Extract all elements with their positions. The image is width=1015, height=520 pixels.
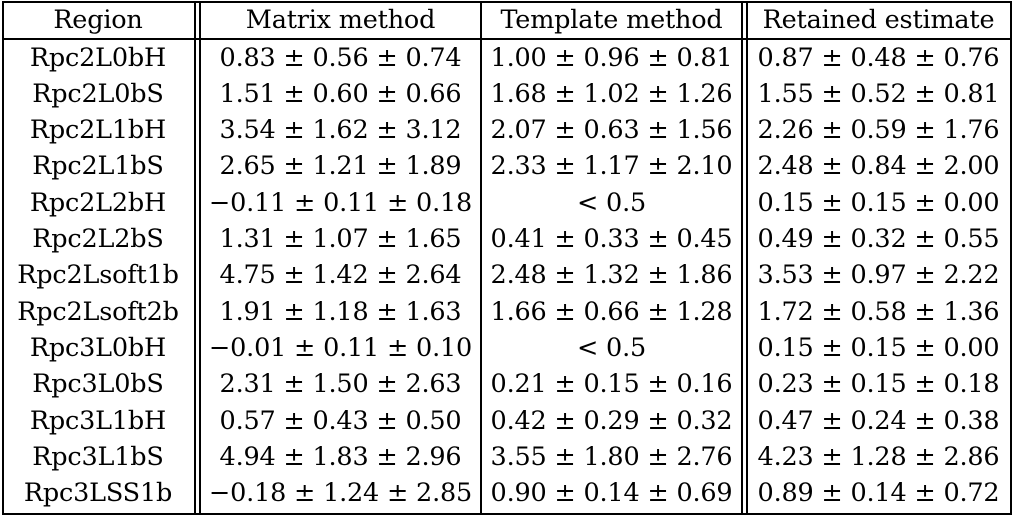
- region-cell: Rpc3LSS1b: [23, 478, 173, 509]
- retained-cell: 0.47 ± 0.24 ± 0.38: [757, 405, 1000, 436]
- retained-cell: 3.53 ± 0.97 ± 2.22: [757, 260, 1000, 291]
- region-cell: Rpc2L0bH: [29, 42, 167, 73]
- header-matrix-method: Matrix method: [245, 5, 436, 35]
- matrix-cell: 4.75 ± 1.42 ± 2.64: [219, 260, 462, 291]
- matrix-cell: 3.54 ± 1.62 ± 3.12: [219, 115, 462, 146]
- template-cell: 0.90 ± 0.14 ± 0.69: [490, 478, 733, 509]
- template-cell: 2.07 ± 0.63 ± 1.56: [490, 115, 733, 146]
- column-double-rule-c1: [741, 1, 743, 515]
- header-region: Region: [53, 5, 143, 35]
- matrix-cell: 0.57 ± 0.43 ± 0.50: [219, 405, 462, 436]
- region-cell: Rpc2L1bH: [29, 115, 167, 146]
- region-cell: Rpc3L1bH: [29, 405, 167, 436]
- matrix-cell: 4.94 ± 1.83 ± 2.96: [219, 441, 462, 472]
- retained-cell: 0.15 ± 0.15 ± 0.00: [757, 187, 1000, 218]
- matrix-cell: 1.51 ± 0.60 ± 0.66: [219, 78, 462, 109]
- region-cell: Rpc2Lsoft2b: [17, 296, 179, 327]
- column-double-rule-a2: [199, 1, 201, 515]
- retained-cell: 1.72 ± 0.58 ± 1.36: [757, 296, 1000, 327]
- matrix-cell: 1.31 ± 1.07 ± 1.65: [219, 224, 462, 254]
- template-cell: 0.42 ± 0.29 ± 0.32: [490, 405, 733, 436]
- table-bottom-rule: [2, 513, 1011, 515]
- retained-cell: 0.89 ± 0.14 ± 0.72: [757, 478, 1000, 509]
- table-top-rule: [2, 1, 1011, 3]
- template-cell: 0.21 ± 0.15 ± 0.16: [490, 369, 733, 400]
- retained-cell: 0.49 ± 0.32 ± 0.55: [757, 224, 1000, 254]
- header-rule: [2, 38, 1011, 40]
- template-cell: 0.41 ± 0.33 ± 0.45: [490, 224, 733, 254]
- region-cell: Rpc2Lsoft1b: [17, 260, 179, 291]
- matrix-cell: 1.91 ± 1.18 ± 1.63: [219, 296, 462, 327]
- template-cell: 1.00 ± 0.96 ± 0.81: [490, 42, 733, 73]
- column-double-rule-c2: [746, 1, 748, 515]
- retained-cell: 1.55 ± 0.52 ± 0.81: [757, 78, 1000, 109]
- matrix-cell: 0.83 ± 0.56 ± 0.74: [219, 42, 462, 73]
- template-cell: 2.33 ± 1.17 ± 2.10: [490, 151, 733, 182]
- column-rule-b: [480, 1, 482, 515]
- region-cell: Rpc2L0bS: [32, 78, 164, 109]
- region-cell: Rpc2L1bS: [32, 151, 164, 182]
- column-double-rule-a1: [194, 1, 196, 515]
- template-cell: 2.48 ± 1.32 ± 1.86: [490, 260, 733, 291]
- region-cell: Rpc3L0bH: [29, 332, 167, 363]
- table-right-rule: [1010, 1, 1012, 515]
- retained-cell: 2.48 ± 0.84 ± 2.00: [757, 151, 1000, 182]
- template-cell: 3.55 ± 1.80 ± 2.76: [490, 441, 733, 472]
- matrix-cell: 2.31 ± 1.50 ± 2.63: [219, 369, 462, 400]
- retained-cell: 0.87 ± 0.48 ± 0.76: [757, 42, 1000, 73]
- matrix-cell: −0.18 ± 1.24 ± 2.85: [208, 478, 473, 509]
- region-cell: Rpc3L0bS: [32, 369, 164, 400]
- table-left-rule: [2, 1, 4, 515]
- matrix-cell: 2.65 ± 1.21 ± 1.89: [219, 151, 462, 182]
- header-template-method: Template method: [500, 5, 723, 35]
- template-cell: < 0.5: [576, 187, 647, 218]
- template-cell: < 0.5: [576, 332, 647, 363]
- template-cell: 1.68 ± 1.02 ± 1.26: [490, 78, 733, 109]
- retained-cell: 4.23 ± 1.28 ± 2.86: [757, 441, 1000, 472]
- retained-cell: 0.23 ± 0.15 ± 0.18: [757, 369, 1000, 400]
- retained-cell: 2.26 ± 0.59 ± 1.76: [757, 115, 1000, 146]
- retained-cell: 0.15 ± 0.15 ± 0.00: [757, 332, 1000, 363]
- region-cell: Rpc2L2bH: [29, 187, 167, 218]
- matrix-cell: −0.11 ± 0.11 ± 0.18: [208, 187, 473, 218]
- region-cell: Rpc2L2bS: [32, 224, 164, 254]
- region-cell: Rpc3L1bS: [32, 441, 164, 472]
- matrix-cell: −0.01 ± 0.11 ± 0.10: [208, 332, 473, 363]
- template-cell: 1.66 ± 0.66 ± 1.28: [490, 296, 733, 327]
- header-retained-estimate: Retained estimate: [762, 5, 995, 35]
